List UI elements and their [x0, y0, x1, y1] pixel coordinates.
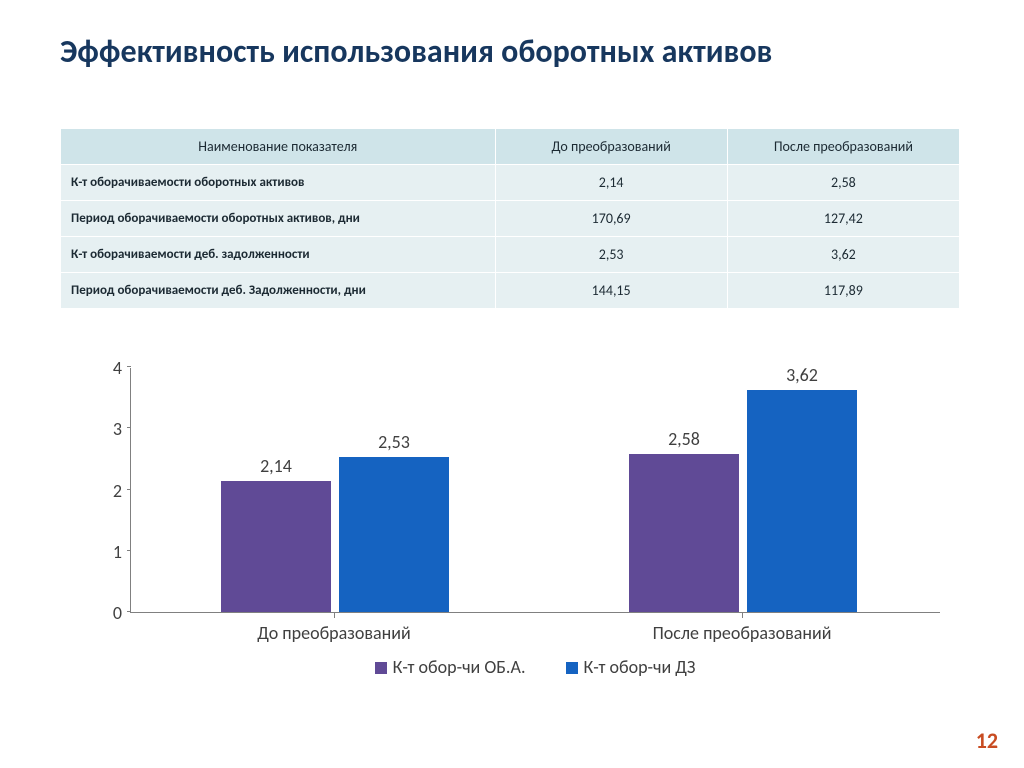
table-row: К-т оборачиваемости оборотных активов 2,…	[61, 165, 960, 201]
table-cell: 2,14	[495, 165, 727, 201]
y-tick-mark	[127, 489, 131, 490]
bar-value-label: 2,58	[629, 428, 739, 450]
plot-area: 2,142,532,583,62	[130, 368, 940, 613]
table-cell: 170,69	[495, 201, 727, 237]
bar-value-label: 2,53	[339, 431, 449, 453]
table-row: Период оборачиваемости деб. Задолженност…	[61, 273, 960, 309]
y-tick-label: 4	[113, 357, 122, 379]
bar-value-label: 2,14	[221, 455, 331, 477]
table-cell: К-т оборачиваемости деб. задолженности	[61, 237, 496, 273]
bar-chart: 01234 2,142,532,583,62 До преобразований…	[80, 368, 960, 678]
x-category-label: До преобразований	[220, 622, 448, 644]
bar: 2,14	[221, 481, 331, 612]
x-tick-mark	[334, 613, 335, 618]
y-tick-label: 1	[113, 541, 122, 563]
legend-swatch	[566, 662, 578, 674]
table-cell: 2,53	[495, 237, 727, 273]
y-tick-mark	[127, 427, 131, 428]
bar: 2,53	[339, 457, 449, 612]
bar-value-label: 3,62	[747, 364, 857, 386]
legend-item: К-т обор-чи ОБ.А.	[375, 656, 526, 678]
table-row: Период оборачиваемости оборотных активов…	[61, 201, 960, 237]
page-number: 12	[976, 727, 998, 754]
slide-title: Эффективность использования оборотных ак…	[60, 32, 772, 71]
table-cell: 117,89	[727, 273, 959, 309]
y-tick-label: 2	[113, 480, 122, 502]
table-cell: Период оборачиваемости оборотных активов…	[61, 201, 496, 237]
table-cell: К-т оборачиваемости оборотных активов	[61, 165, 496, 201]
y-tick-mark	[127, 366, 131, 367]
legend-label: К-т обор-чи ДЗ	[584, 656, 696, 678]
table-header-cell: Наименование показателя	[61, 129, 496, 165]
y-tick-label: 3	[113, 418, 122, 440]
table-cell: 2,58	[727, 165, 959, 201]
table-cell: 144,15	[495, 273, 727, 309]
table-cell: Период оборачиваемости деб. Задолженност…	[61, 273, 496, 309]
table-row: К-т оборачиваемости деб. задолженности 2…	[61, 237, 960, 273]
table-cell: 127,42	[727, 201, 959, 237]
table-header-cell: До преобразований	[495, 129, 727, 165]
y-tick-label: 0	[113, 602, 122, 624]
x-tick-mark	[742, 613, 743, 618]
bar: 3,62	[747, 390, 857, 612]
chart-legend: К-т обор-чи ОБ.А. К-т обор-чи ДЗ	[130, 656, 940, 678]
x-category-label: После преобразований	[628, 622, 856, 644]
y-tick-mark	[127, 550, 131, 551]
slide: Эффективность использования оборотных ак…	[0, 0, 1024, 768]
y-axis: 01234	[80, 368, 130, 613]
legend-item: К-т обор-чи ДЗ	[566, 656, 696, 678]
legend-label: К-т обор-чи ОБ.А.	[393, 656, 526, 678]
bar: 2,58	[629, 454, 739, 612]
table-cell: 3,62	[727, 237, 959, 273]
x-axis-labels: До преобразований После преобразований	[130, 622, 940, 644]
data-table: Наименование показателя До преобразовани…	[60, 128, 960, 309]
y-tick-mark	[127, 611, 131, 612]
table-header-cell: После преобразований	[727, 129, 959, 165]
table-header-row: Наименование показателя До преобразовани…	[61, 129, 960, 165]
legend-swatch	[375, 662, 387, 674]
